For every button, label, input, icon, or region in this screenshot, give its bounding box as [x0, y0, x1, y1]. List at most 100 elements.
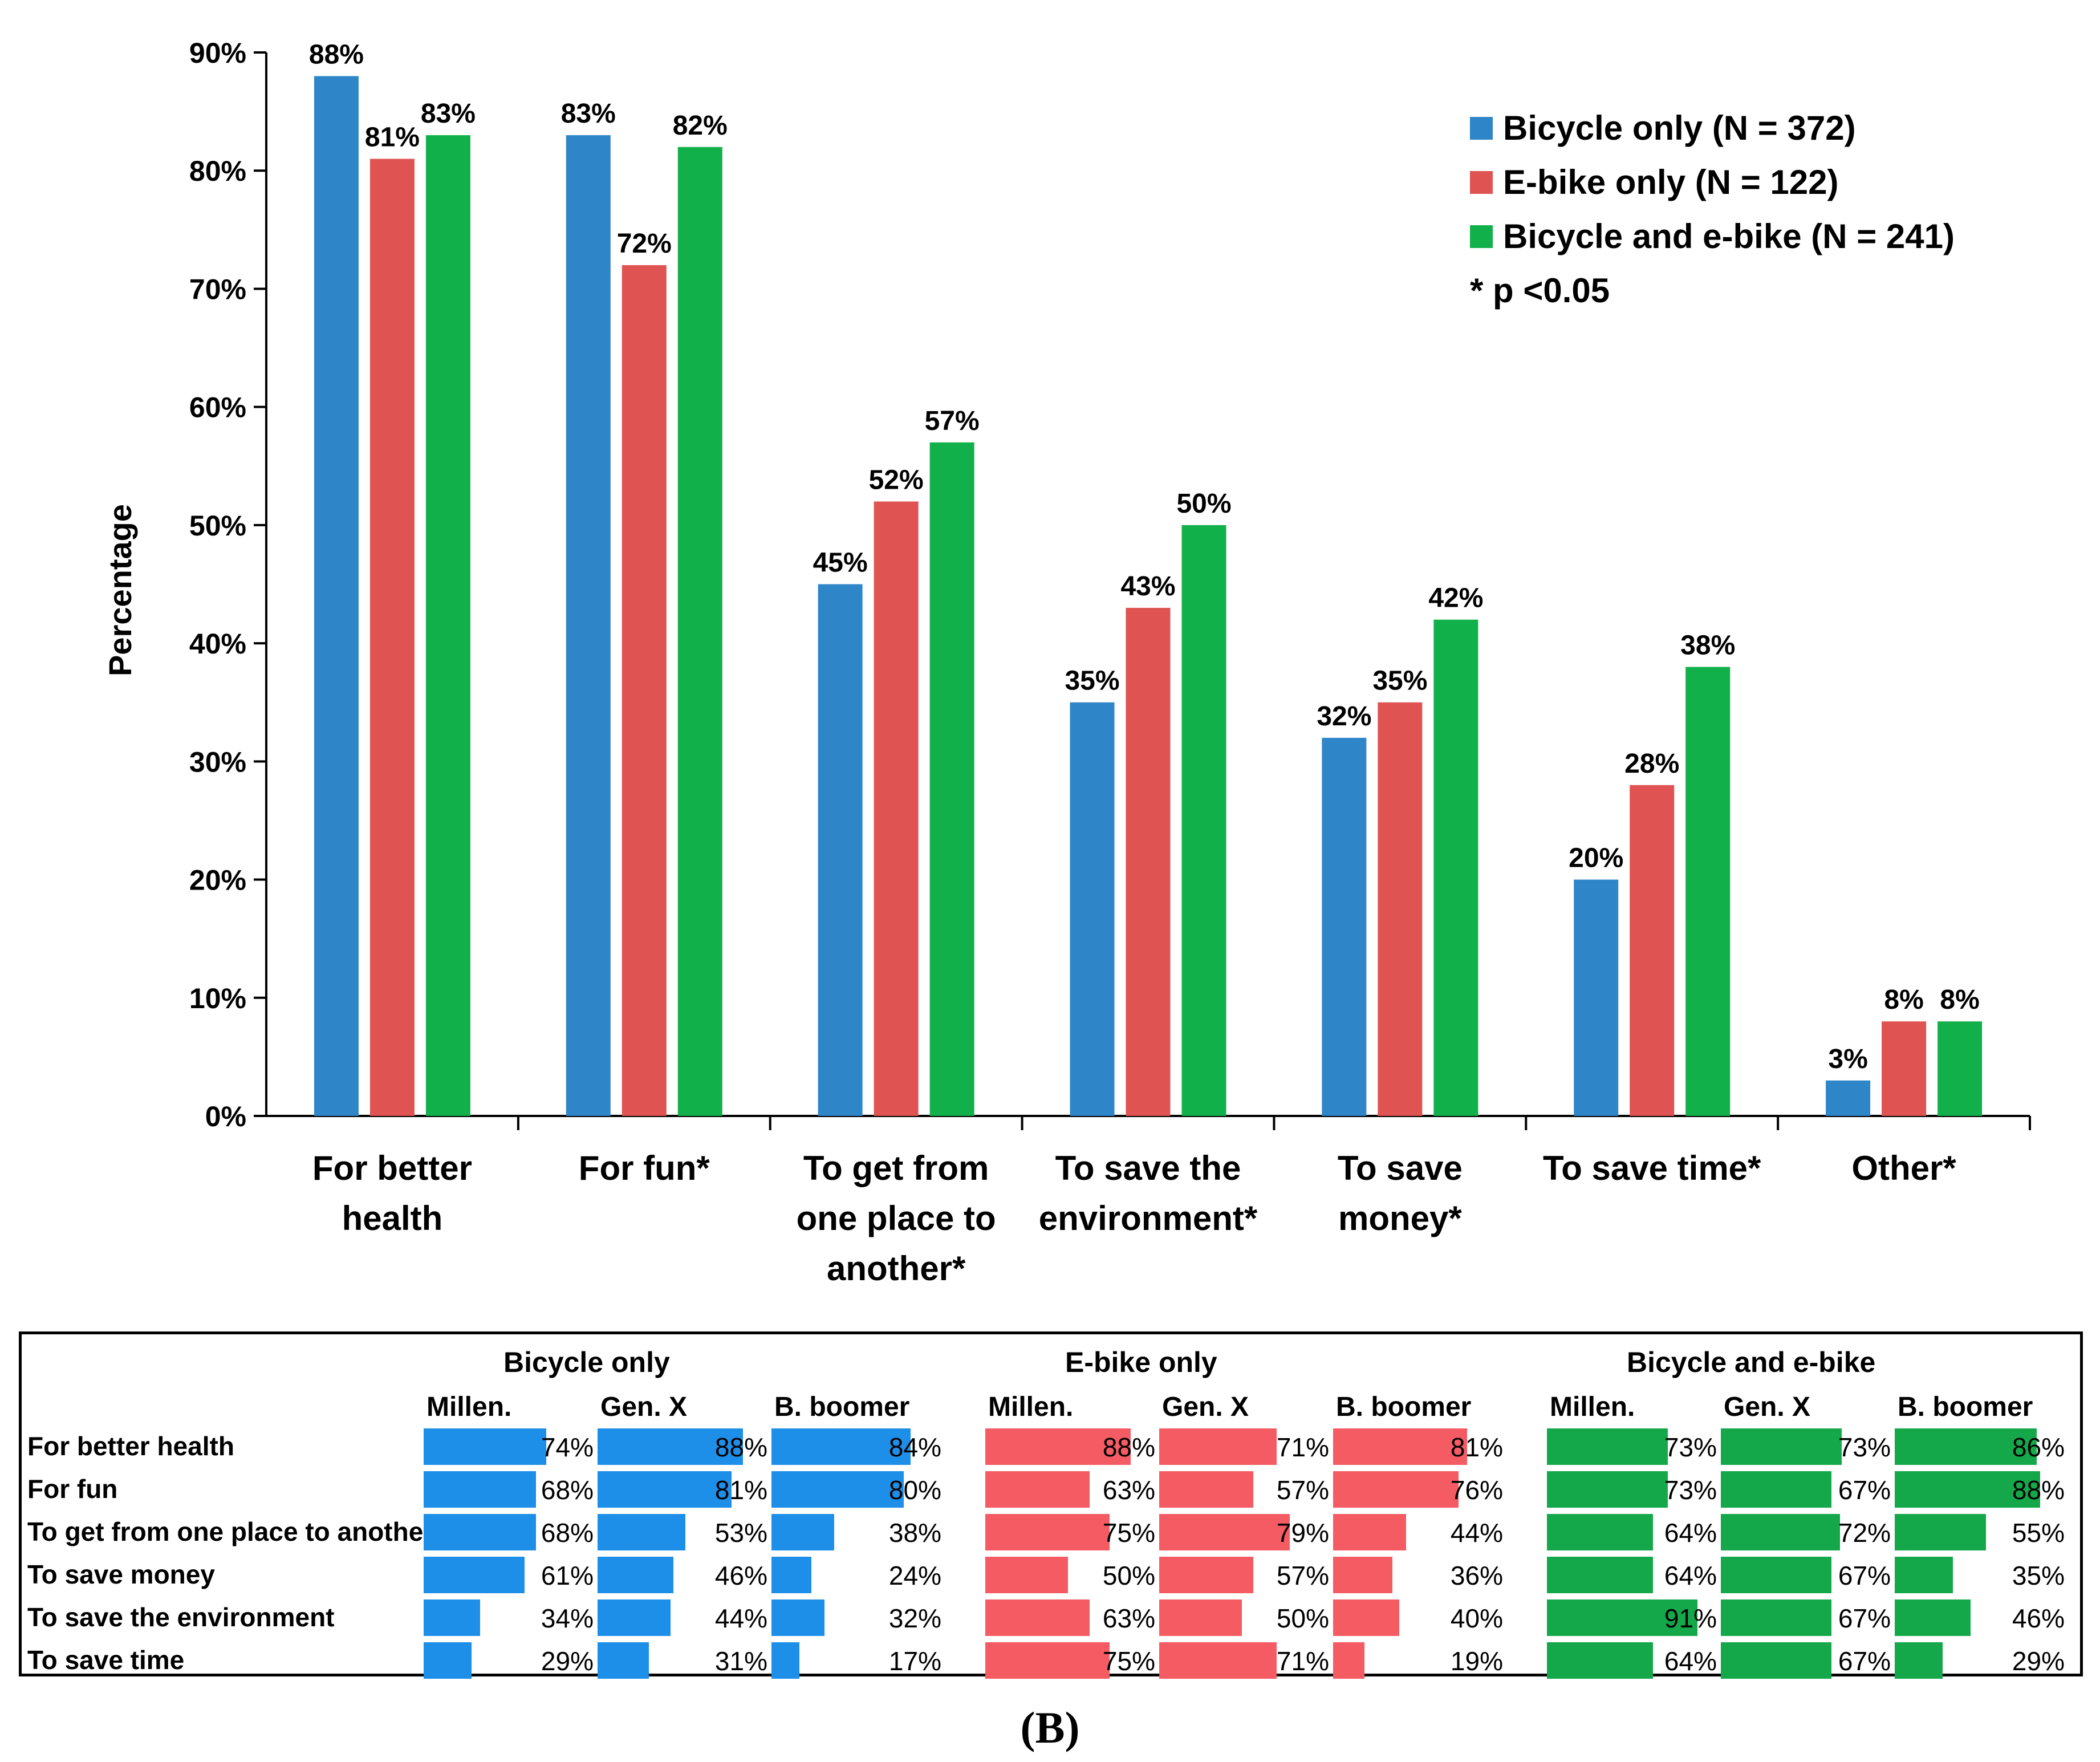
y-tick-label: 50% — [189, 510, 246, 542]
table-bar — [1159, 1428, 1277, 1465]
group-title: Bicycle and e-bike — [1627, 1346, 1876, 1378]
y-tick-label: 0% — [205, 1101, 246, 1132]
table-value: 91% — [1664, 1603, 1717, 1633]
sub-column-header: Millen. — [1550, 1392, 1635, 1422]
table-bar — [598, 1471, 732, 1508]
table-value: 36% — [1450, 1561, 1503, 1590]
bar-bicycle-and-e-bike — [929, 442, 974, 1117]
table-bar — [1159, 1471, 1254, 1508]
table-bar — [1159, 1514, 1290, 1550]
table-value: 44% — [714, 1603, 767, 1633]
table-bar — [985, 1557, 1068, 1593]
table-value: 79% — [1276, 1518, 1329, 1548]
table-value: 71% — [1276, 1432, 1329, 1462]
table-bar — [771, 1514, 835, 1550]
bar-e-bike-only — [622, 265, 667, 1116]
legend-swatch — [1470, 171, 1493, 194]
table-bar — [598, 1557, 674, 1593]
x-category-label: To save — [1338, 1149, 1463, 1187]
bar-value-label: 50% — [1176, 489, 1231, 519]
bar-bicycle-and-e-bike — [425, 135, 470, 1117]
bar-value-label: 45% — [813, 548, 868, 578]
table-value: 81% — [1450, 1432, 1503, 1462]
table-value: 34% — [541, 1603, 594, 1633]
bar-value-label: 52% — [869, 465, 924, 495]
bar-bicycle-and-e-bike — [1685, 667, 1731, 1116]
x-category-label: health — [342, 1199, 443, 1237]
table-value: 80% — [888, 1475, 941, 1505]
y-tick-label: 80% — [189, 155, 246, 187]
table-value: 67% — [1838, 1646, 1891, 1676]
bar-value-label: 88% — [309, 39, 364, 70]
x-category-label: To save the — [1055, 1149, 1241, 1187]
sub-column-header: Gen. X — [1724, 1392, 1811, 1422]
sub-column-header: Millen. — [427, 1392, 512, 1422]
table-value: 29% — [2012, 1646, 2065, 1676]
table-bar — [1895, 1642, 1943, 1679]
group-title: E-bike only — [1065, 1346, 1217, 1378]
table-value: 38% — [888, 1518, 941, 1548]
y-tick-label: 20% — [189, 864, 246, 896]
table-bar — [424, 1642, 472, 1679]
legend-swatch — [1470, 117, 1493, 140]
table-value: 64% — [1664, 1646, 1717, 1676]
bar-bicycle-and-e-bike — [1433, 619, 1478, 1116]
sub-column-header: Gen. X — [1162, 1392, 1249, 1422]
sub-column-header: Gen. X — [600, 1392, 688, 1422]
table-value: 46% — [2012, 1603, 2065, 1633]
table-value: 75% — [1102, 1646, 1155, 1676]
table-bar — [1895, 1428, 2037, 1465]
bar-e-bike-only — [1882, 1021, 1927, 1116]
bar-bicycle-and-e-bike — [677, 147, 722, 1116]
table-bar — [1547, 1471, 1668, 1508]
bar-value-label: 8% — [1884, 985, 1923, 1015]
sub-column-header: B. boomer — [774, 1392, 910, 1422]
table-bar — [985, 1599, 1090, 1636]
legend-swatch — [1470, 225, 1493, 248]
table-bar — [771, 1557, 811, 1593]
table-value: 64% — [1664, 1561, 1717, 1590]
x-category-label: environment* — [1039, 1199, 1258, 1237]
table-value: 29% — [541, 1646, 594, 1676]
table-bar — [424, 1514, 537, 1550]
group-title: Bicycle only — [503, 1346, 670, 1378]
bar-value-label: 42% — [1428, 583, 1483, 614]
table-bar — [424, 1557, 525, 1593]
table-bar — [985, 1428, 1131, 1465]
generation-breakdown-table: Bicycle only Millen. Gen. X B. boomer E-bike… — [19, 1331, 2083, 1679]
table-value: 68% — [541, 1475, 594, 1505]
row-label: To save money — [27, 1560, 215, 1589]
table-bar — [1159, 1557, 1254, 1593]
bar-bicycle-only — [1070, 702, 1115, 1116]
bar-bicycle-only — [314, 76, 359, 1116]
bar-value-label: 35% — [1372, 666, 1427, 696]
bar-value-label: 35% — [1065, 666, 1119, 696]
bar-value-label: 43% — [1120, 571, 1175, 602]
table-value: 35% — [2012, 1561, 2065, 1590]
table-bar — [1333, 1599, 1399, 1636]
table-bar — [771, 1642, 800, 1679]
table-bar — [598, 1642, 649, 1679]
table-bar — [1333, 1642, 1365, 1679]
table-bar — [1895, 1514, 1986, 1550]
table-value: 55% — [2012, 1518, 2065, 1548]
legend-label: Bicycle only (N = 372) — [1503, 109, 1856, 147]
table-bar — [598, 1428, 744, 1465]
table-value: 88% — [1102, 1432, 1155, 1462]
y-tick-label: 10% — [189, 983, 246, 1014]
table-value: 81% — [714, 1475, 767, 1505]
table-value: 84% — [888, 1432, 941, 1462]
table-value: 75% — [1102, 1518, 1155, 1548]
bar-value-label: 57% — [925, 406, 980, 436]
table-bar — [1721, 1599, 1832, 1636]
y-tick-label: 90% — [189, 37, 246, 69]
table-bar — [771, 1599, 824, 1636]
table-bar — [1721, 1514, 1840, 1550]
table-value: 63% — [1102, 1603, 1155, 1633]
table-bar — [1547, 1514, 1653, 1550]
sub-column-header: B. boomer — [1336, 1392, 1472, 1422]
table-bar — [1547, 1599, 1697, 1636]
table-value: 32% — [888, 1603, 941, 1633]
bar-value-label: 83% — [561, 99, 616, 129]
table-bar — [1333, 1428, 1467, 1465]
